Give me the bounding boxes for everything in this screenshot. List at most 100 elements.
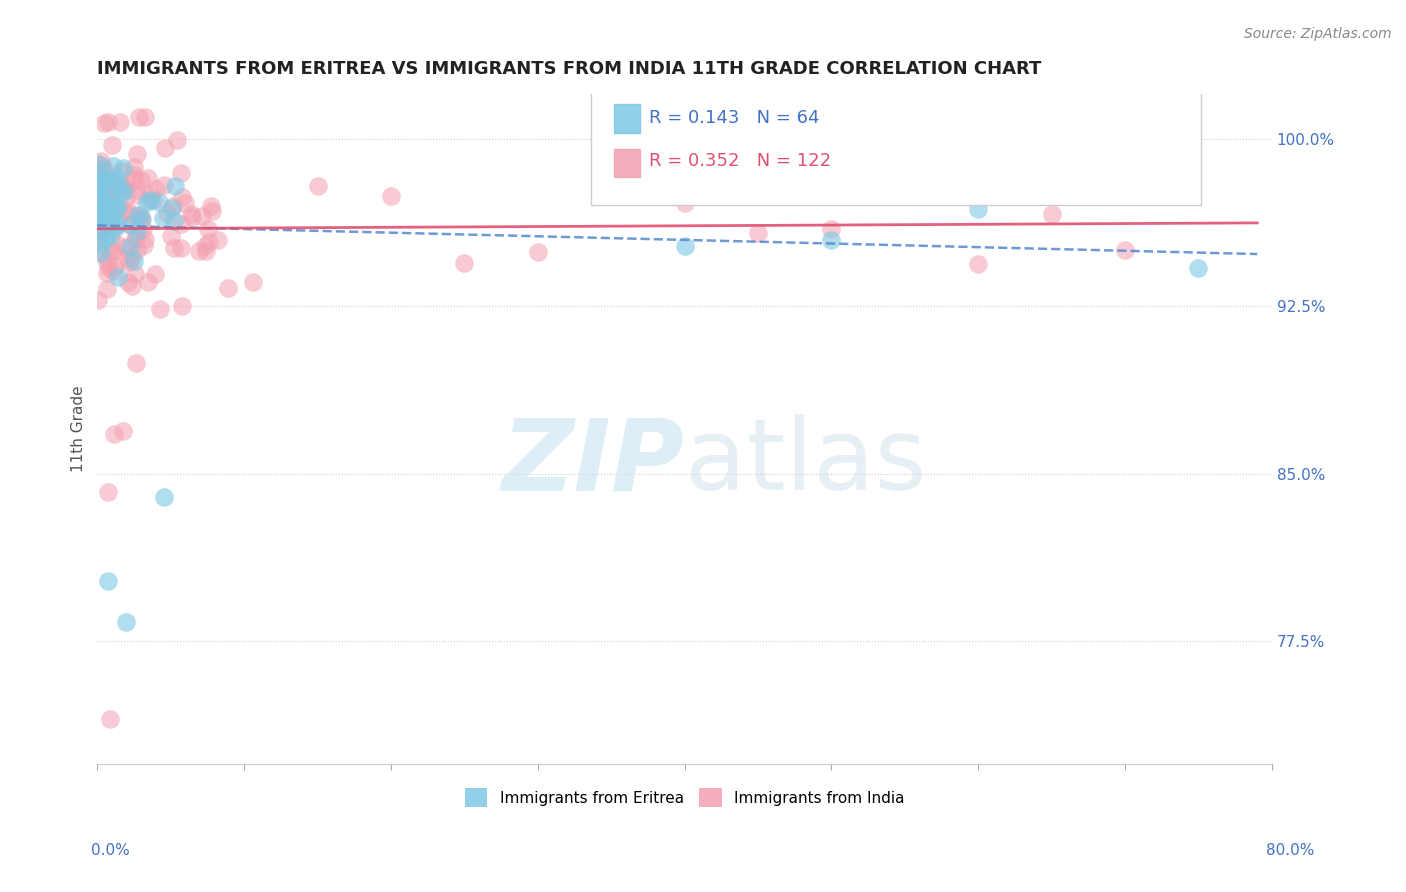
Point [96, 186, 118, 200]
Point [110, 186, 132, 201]
Point [820, 233, 842, 247]
Point [94, 211, 117, 225]
Point [122, 169, 145, 183]
Point [200, 199, 222, 213]
Point [174, 196, 197, 211]
Point [148, 194, 170, 209]
Point [96, 256, 118, 270]
Point [94, 231, 117, 245]
Point [91, 161, 114, 176]
Point [114, 184, 136, 198]
Point [111, 425, 134, 439]
Point [98, 202, 121, 217]
Point [129, 211, 152, 225]
Point [90, 162, 112, 177]
Point [98, 261, 121, 276]
Point [112, 180, 135, 194]
Point [107, 200, 129, 214]
Point [91, 180, 114, 194]
Point [122, 254, 145, 268]
Point [97, 574, 120, 588]
Point [111, 203, 134, 218]
Point [90, 169, 112, 184]
Point [129, 173, 152, 187]
Point [89, 194, 111, 209]
Point [107, 172, 129, 186]
Point [91, 189, 114, 203]
Point [90, 190, 112, 204]
Point [136, 171, 159, 186]
Point [134, 232, 156, 246]
Point [115, 202, 138, 217]
Point [103, 205, 125, 219]
Point [96, 187, 118, 202]
Point [170, 189, 193, 203]
Point [129, 214, 152, 228]
Point [170, 166, 193, 180]
Point [101, 137, 124, 152]
Point [127, 243, 149, 257]
Point [87, 190, 110, 204]
Point [673, 239, 696, 253]
Point [96, 266, 118, 280]
Point [152, 178, 174, 192]
Point [100, 712, 122, 726]
Point [139, 194, 162, 208]
Point [194, 239, 217, 253]
Point [453, 255, 475, 269]
Point [122, 161, 145, 175]
Point [527, 245, 550, 260]
Point [96, 252, 118, 267]
Text: 80.0%: 80.0% [1267, 843, 1315, 858]
Point [162, 199, 184, 213]
Point [122, 172, 145, 186]
Point [114, 182, 136, 196]
Point [94, 202, 117, 216]
Point [191, 210, 214, 224]
Point [380, 188, 402, 202]
Point [125, 230, 148, 244]
Point [1040, 207, 1063, 221]
Text: atlas: atlas [685, 414, 927, 511]
Point [121, 278, 143, 293]
Point [87, 175, 110, 189]
Point [94, 205, 117, 219]
Point [94, 197, 117, 211]
Point [94, 220, 117, 235]
Bar [614, 104, 640, 133]
Point [114, 240, 136, 254]
Point [967, 257, 990, 271]
FancyBboxPatch shape [591, 87, 1201, 205]
Point [120, 240, 142, 254]
Point [142, 194, 165, 208]
Point [117, 254, 139, 268]
Point [96, 282, 118, 296]
Point [94, 212, 117, 227]
Point [103, 185, 125, 199]
Point [98, 229, 121, 244]
Point [156, 206, 179, 220]
Point [97, 484, 120, 499]
Point [125, 224, 148, 238]
Point [110, 115, 132, 129]
Point [87, 171, 110, 186]
Point [101, 226, 124, 240]
Point [136, 194, 159, 209]
Text: ZIP: ZIP [502, 414, 685, 511]
Point [125, 146, 148, 161]
Point [160, 229, 183, 244]
Point [100, 190, 122, 204]
Point [115, 252, 138, 267]
Text: 0.0%: 0.0% [91, 843, 131, 858]
Bar [614, 149, 640, 177]
Point [160, 201, 183, 215]
Point [128, 110, 150, 124]
Point [967, 202, 990, 216]
Point [163, 178, 186, 193]
Point [107, 238, 129, 252]
Point [87, 193, 110, 207]
Point [107, 219, 129, 233]
Point [117, 275, 139, 289]
Point [747, 226, 769, 240]
Point [89, 189, 111, 203]
